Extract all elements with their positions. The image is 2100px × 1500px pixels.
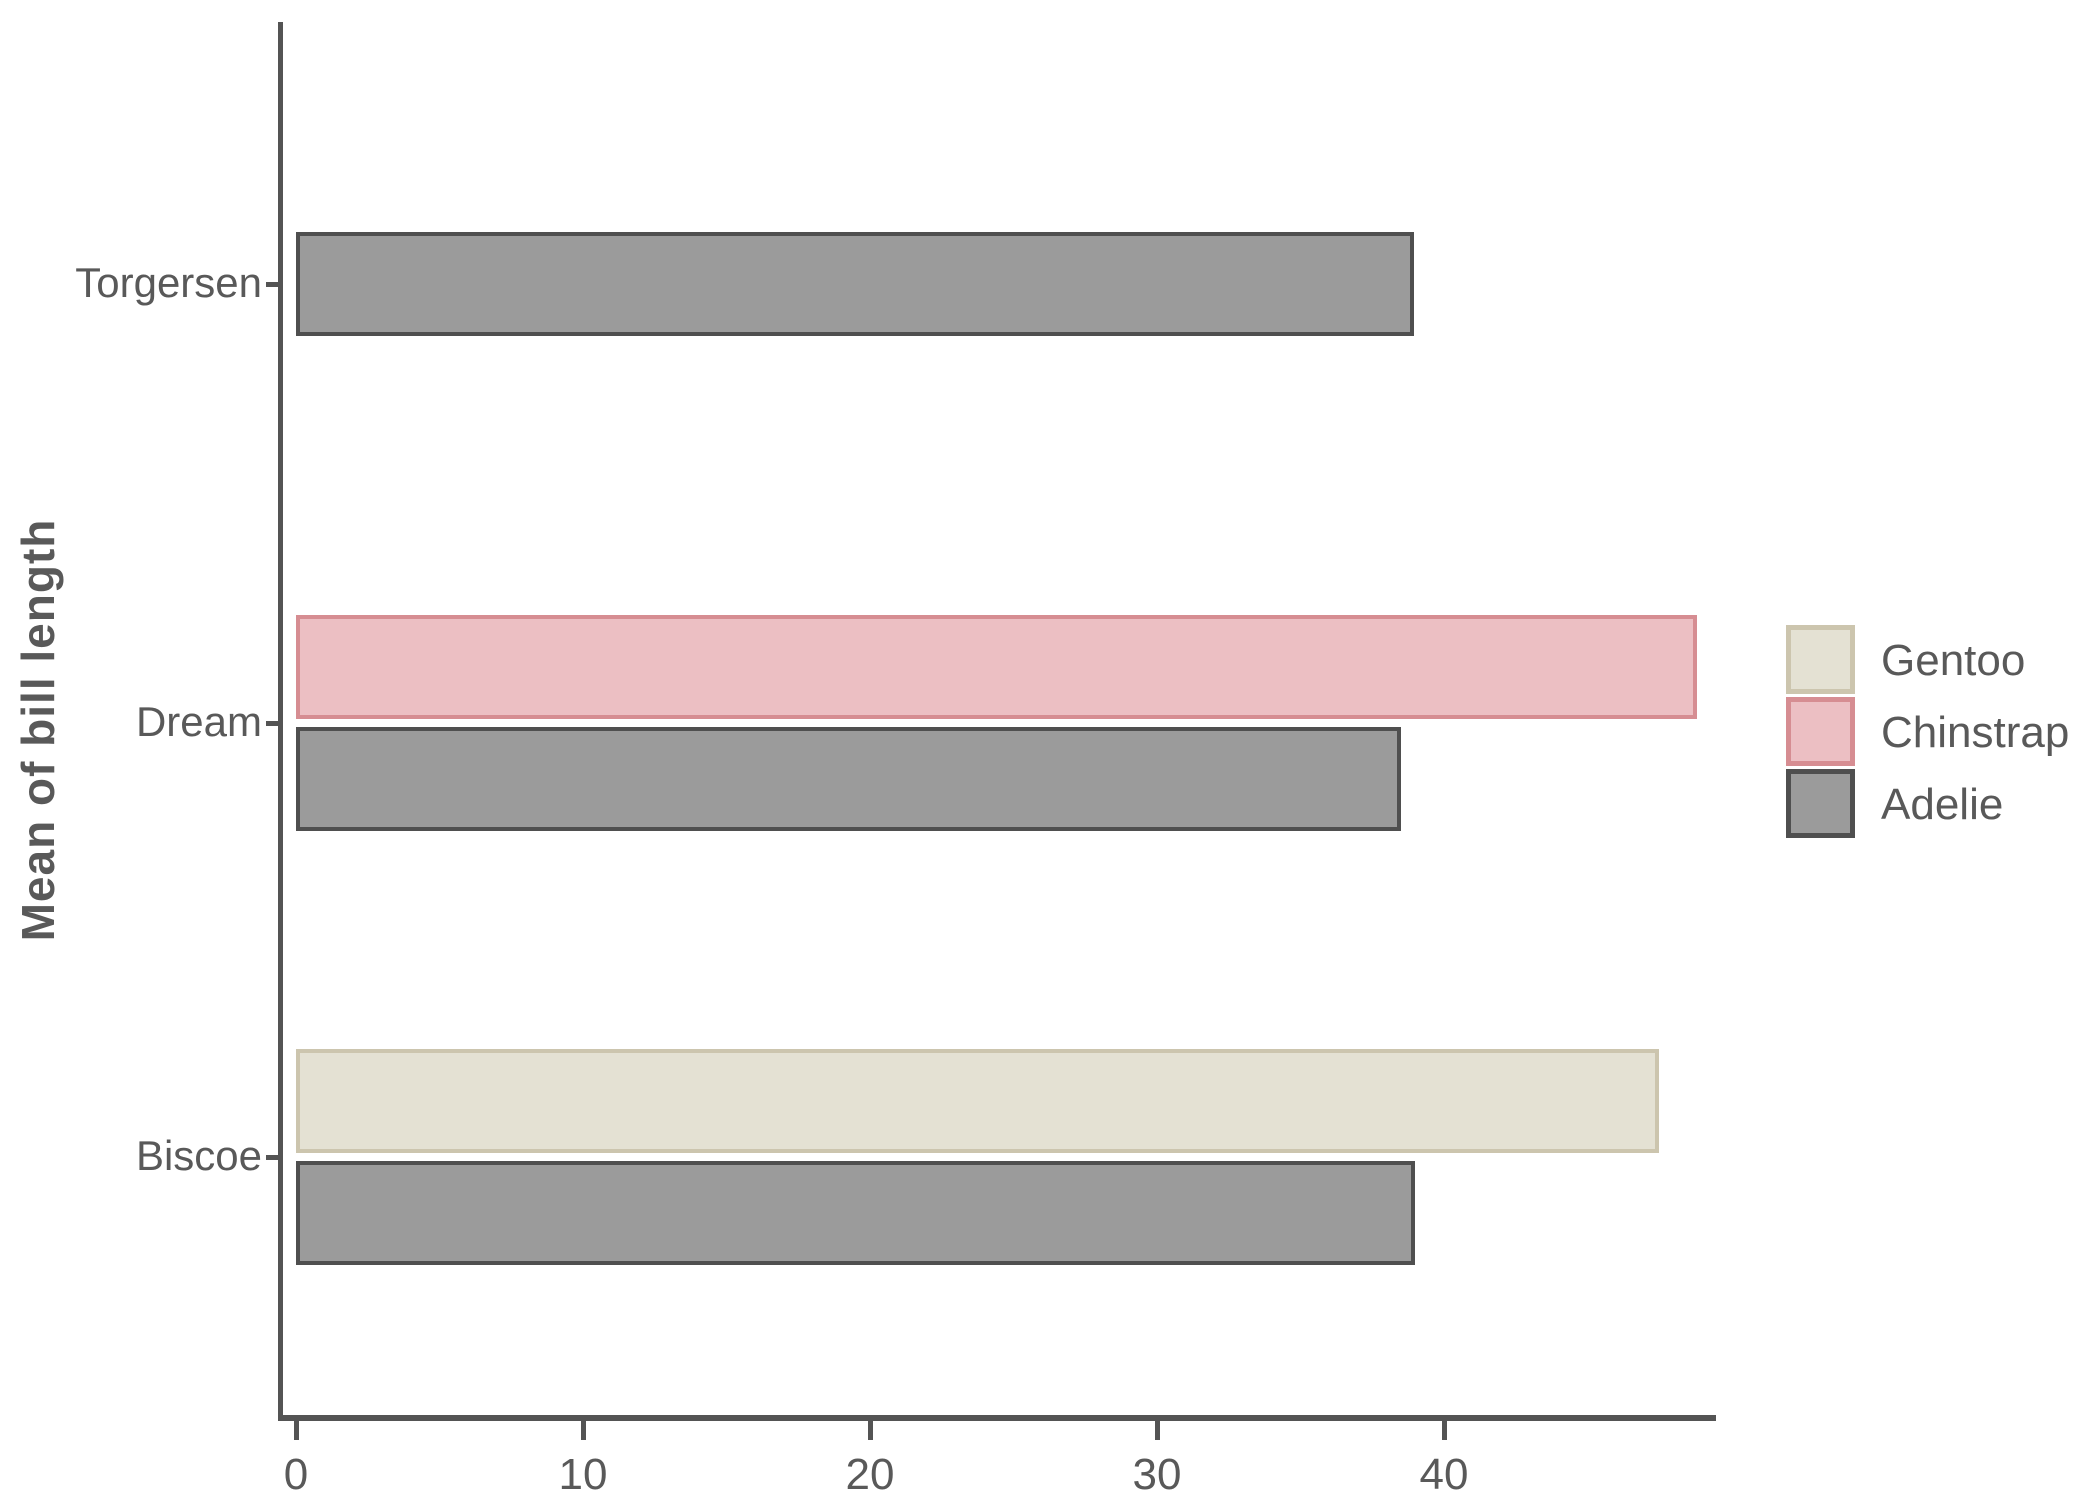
x-axis-tick: [1154, 1421, 1160, 1440]
x-axis-tick-label: 10: [558, 1450, 608, 1499]
x-axis-tick: [867, 1421, 873, 1440]
legend-label-gentoo: Gentoo: [1881, 636, 2026, 685]
bar-dream-adelie: [296, 727, 1401, 831]
category-label-dream: Dream: [135, 698, 262, 745]
legend-key-adelie: [1786, 769, 1855, 838]
y-axis-tick: [266, 720, 281, 726]
legend-key-chinstrap: [1786, 697, 1855, 766]
x-axis-tick-label: 30: [1132, 1450, 1182, 1499]
bar-dream-chinstrap: [296, 615, 1697, 719]
category-label-torgersen: Torgersen: [75, 259, 262, 306]
x-axis-tick-label: 40: [1419, 1450, 1469, 1499]
legend-key-gentoo: [1786, 625, 1855, 694]
bar-biscoe-gentoo: [296, 1049, 1659, 1153]
x-axis-tick: [580, 1421, 586, 1440]
x-axis-tick-label: 20: [845, 1450, 895, 1499]
legend-label-chinstrap: Chinstrap: [1881, 708, 2070, 757]
legend-entry-gentoo: Gentoo: [1786, 625, 2100, 697]
legend-entry-chinstrap: Chinstrap: [1786, 697, 2100, 769]
x-axis-tick-label: 0: [283, 1450, 309, 1499]
bar-torgersen-adelie: [296, 232, 1414, 336]
legend-entry-adelie: Adelie: [1786, 769, 2100, 841]
y-axis-tick: [266, 1154, 281, 1160]
legend-label-adelie: Adelie: [1881, 780, 2004, 829]
x-axis-tick: [293, 1421, 299, 1440]
bar-biscoe-adelie: [296, 1161, 1415, 1265]
x-axis-tick: [1441, 1421, 1447, 1440]
y-axis-tick: [266, 281, 281, 287]
category-label-biscoe: Biscoe: [135, 1132, 262, 1179]
